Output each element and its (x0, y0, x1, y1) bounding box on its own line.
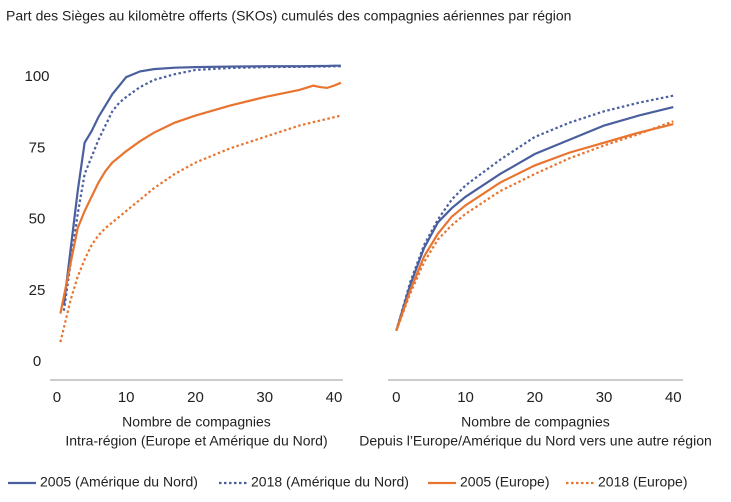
y-tick-label: 50 (29, 211, 46, 228)
y-tick-label: 0 (33, 353, 41, 370)
x-tick-label: 10 (457, 389, 474, 406)
x-axis-label: Nombre de compagnies (122, 414, 271, 430)
x-tick-label: 10 (118, 389, 135, 406)
series-line: 2005 (Europe) (395, 123, 674, 332)
figure-title: Part des Sièges au kilomètre offerts (SK… (6, 8, 571, 24)
series-line: 2018 (Europe) (395, 120, 674, 332)
x-tick-label: 20 (526, 389, 543, 406)
y-tick-label: 25 (29, 282, 46, 299)
series-line (59, 114, 342, 343)
y-tick-label: 75 (29, 139, 46, 156)
x-axis-note: Depuis l’Europe/Amérique du Nord vers un… (359, 433, 712, 449)
series-line (62, 65, 341, 311)
legend-label: 2018 (Amérique du Nord) (251, 474, 409, 490)
x-tick-label: 30 (596, 389, 613, 406)
legend-label: 2005 (Europe) (460, 474, 550, 490)
legend-label: 2005 (Amérique du Nord) (40, 474, 198, 490)
y-tick-label: 100 (24, 68, 49, 85)
legend-label: 2018 (Europe) (598, 474, 688, 490)
series-line: 2005 (Amérique du Nord) (395, 105, 674, 332)
x-tick-label: 20 (187, 389, 204, 406)
x-tick-label: 30 (256, 389, 273, 406)
series-line: 2018 (Amérique du Nord) (395, 94, 674, 332)
x-axis-label: Nombre de compagnies (461, 414, 610, 430)
x-tick-label: 40 (326, 389, 343, 406)
x-axis-note: Intra-région (Europe et Amérique du Nord… (65, 433, 327, 449)
x-tick-label: 0 (53, 389, 61, 406)
x-tick-label: 40 (665, 389, 682, 406)
series-line (59, 81, 342, 314)
series-line (62, 64, 341, 306)
x-tick-label: 0 (392, 389, 400, 406)
